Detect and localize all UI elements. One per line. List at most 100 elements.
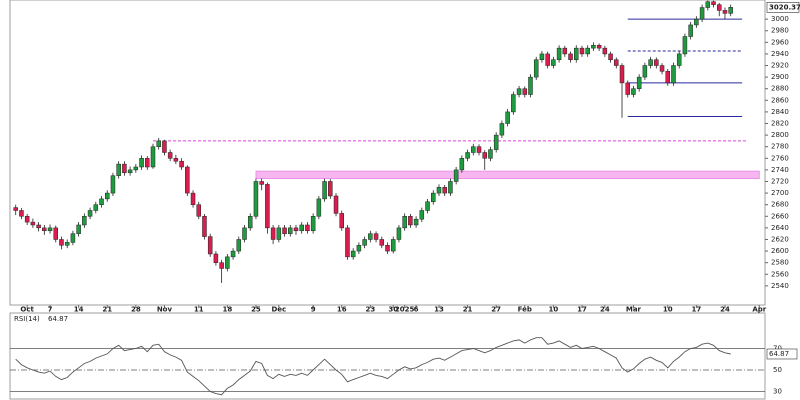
candle-body — [236, 239, 242, 252]
y-tick-label: 2540 — [771, 282, 789, 290]
rsi-last-box — [766, 348, 798, 360]
candle-body — [659, 65, 665, 72]
x-tick-label: 10 — [548, 306, 558, 314]
candle-body — [413, 218, 419, 226]
candle-body — [568, 53, 573, 60]
y-tick-label: 2840 — [771, 108, 789, 116]
x-tick-label: 6 — [414, 306, 419, 314]
rsi-tick-label: 30 — [773, 387, 782, 395]
candle-body — [648, 59, 653, 66]
candle-body — [76, 224, 81, 234]
candle-body — [333, 195, 339, 214]
x-tick-label: 27 — [491, 306, 501, 314]
y-tick-label: 2820 — [771, 120, 789, 128]
candle-body — [574, 47, 579, 60]
candle-body — [385, 245, 390, 252]
candle-body — [19, 210, 24, 217]
candle-body — [104, 192, 110, 200]
x-tick-label: 24 — [720, 306, 730, 314]
x-tick-label: Nov — [157, 306, 173, 314]
candle-body — [699, 7, 705, 20]
candle-body — [282, 227, 287, 234]
last-price: 3020.37 — [769, 3, 800, 11]
x-tick-label: Dec — [271, 306, 286, 314]
candle-body — [87, 210, 93, 217]
x-tick-label: 24 — [600, 306, 610, 314]
candle-body — [30, 221, 36, 226]
candle-body — [528, 76, 533, 95]
candle-body — [585, 47, 590, 55]
candle-body — [493, 134, 499, 150]
candle-body — [247, 216, 253, 229]
candle-body — [116, 163, 121, 176]
x-tick-label: 10 — [663, 306, 673, 314]
candle-body — [688, 24, 693, 37]
candle-body — [671, 65, 676, 84]
y-tick-label: 2940 — [771, 50, 789, 58]
candle-body — [448, 181, 453, 194]
candle-body — [242, 227, 247, 240]
y-tick-label: 2780 — [771, 143, 789, 151]
candle-body — [390, 239, 396, 252]
y-tick-label: 2660 — [771, 212, 789, 220]
candle-body — [368, 233, 373, 240]
zone-band — [255, 170, 760, 179]
x-tick-label: 28 — [131, 306, 141, 314]
candle-body — [270, 227, 276, 240]
y-tick-label: 2580 — [771, 259, 789, 267]
price-pane — [9, 0, 766, 306]
candle-body — [522, 88, 528, 95]
candle-body — [711, 1, 716, 5]
candle-body — [471, 146, 476, 153]
x-tick-label: 23 — [365, 306, 375, 314]
y-tick-label: 2700 — [771, 189, 789, 197]
candle-body — [225, 256, 230, 269]
candle-body — [419, 210, 425, 220]
candle-body — [631, 88, 636, 95]
x-tick-label: Apr — [752, 306, 766, 314]
x-tick-label: 21 — [102, 306, 112, 314]
candle-body — [139, 158, 144, 168]
candle-body — [276, 227, 282, 240]
candle-body — [82, 216, 87, 226]
x-tick-label: 21 — [463, 306, 473, 314]
candle-body — [145, 158, 150, 168]
candle-body — [642, 65, 648, 78]
candle-body — [551, 59, 556, 66]
candle-body — [654, 59, 659, 66]
candle-body — [122, 163, 127, 174]
candle-body — [310, 216, 316, 232]
candle-body — [59, 239, 64, 246]
candle-body — [608, 53, 613, 60]
rsi-tick-label: 50 — [773, 366, 782, 374]
candle-body — [36, 224, 41, 229]
x-tick-label: 16 — [337, 306, 347, 314]
candle-body — [173, 158, 179, 162]
y-tick-label: 2960 — [771, 38, 789, 46]
rsi-name: RSI(14) — [14, 315, 40, 323]
candle-body — [253, 181, 259, 217]
candle-body — [476, 146, 482, 153]
candle-body — [356, 245, 362, 252]
candle-body — [516, 88, 522, 95]
candle-body — [316, 198, 322, 217]
candle-body — [436, 187, 442, 194]
candle-body — [511, 94, 516, 113]
candle-body — [133, 166, 139, 171]
candle-body — [47, 227, 53, 232]
candle-body — [539, 53, 545, 60]
candle-body — [230, 250, 236, 258]
rsi-last: 64.87 — [48, 315, 68, 323]
candle-body — [442, 187, 447, 194]
y-tick-label: 3000 — [771, 15, 789, 23]
candle-body — [716, 4, 722, 11]
rsi-last-label: 64.87 — [769, 350, 789, 358]
candle-body — [545, 53, 550, 66]
candle-body — [408, 216, 413, 226]
candle-body — [24, 216, 30, 223]
candle-body — [185, 166, 190, 194]
candle-body — [207, 236, 213, 255]
candle-body — [636, 76, 642, 89]
y-tick-label: 2680 — [771, 201, 789, 209]
